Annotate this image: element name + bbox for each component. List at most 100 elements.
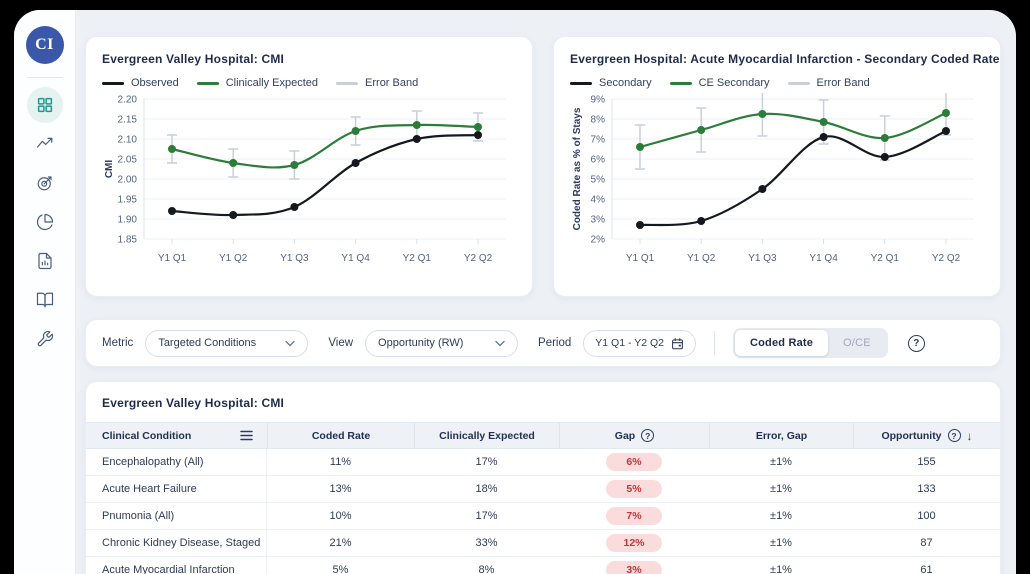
svg-text:5%: 5%	[591, 175, 606, 186]
svg-text:Y2 Q1: Y2 Q1	[403, 253, 432, 264]
coded-rate-cell: 11%	[329, 456, 352, 468]
svg-text:Y1 Q2: Y1 Q2	[219, 253, 248, 264]
conditions-table-card: Evergreen Valley Hospital: CMI Clinical …	[85, 381, 1001, 574]
ami-line-chart: 2% 3% 4% 5% 6% 7% 8% 9% Coded Rate as % of Stays…	[572, 93, 974, 264]
gap-cell: 6%	[559, 453, 709, 471]
cmi-chart-card: Evergreen Valley Hospital: CMI Observed C…	[85, 36, 533, 297]
coded-rate-cell: 13%	[329, 483, 352, 495]
svg-text:2.05: 2.05	[118, 155, 138, 166]
clinically-expected-cell: 8%	[478, 564, 495, 574]
question-circle-icon[interactable]: ?	[641, 429, 655, 442]
question-circle-icon[interactable]: ?	[907, 334, 925, 352]
error-gap-cell: ±1%	[770, 483, 792, 495]
opportunity-cell: 100	[917, 510, 936, 522]
grid-icon	[37, 97, 52, 113]
gap-badge: 5%	[606, 480, 662, 498]
legend-item: CE Secondary	[669, 77, 770, 89]
document-chart-icon	[37, 252, 52, 270]
table-row[interactable]: Chronic Kidney Disease, Staged 21% 33% 12% ±…	[86, 530, 1000, 557]
error-gap-cell: ±1%	[770, 564, 792, 574]
col-error-gap[interactable]: Error, Gap	[709, 423, 853, 448]
sidebar-item-dashboard[interactable]	[26, 87, 63, 123]
table-row[interactable]: Acute Heart Failure 13% 18% 5% ±1% 133	[86, 476, 1000, 503]
sidebar-item-distribution[interactable]	[27, 204, 63, 240]
pie-chart-icon	[36, 213, 53, 231]
period-label: Period	[538, 337, 572, 349]
legend-label: Error Band	[365, 77, 419, 89]
svg-text:Y2 Q2: Y2 Q2	[464, 253, 493, 264]
svg-text:6%: 6%	[591, 155, 606, 166]
view-dropdown[interactable]: Opportunity (RW)	[365, 329, 519, 357]
view-label: View	[328, 337, 354, 349]
opportunity-cell: 61	[920, 564, 933, 574]
condition-cell: Acute Heart Failure	[86, 476, 267, 502]
toggle-coded-rate[interactable]: Coded Rate	[734, 330, 829, 356]
chart-legend: Secondary CE Secondary Error Band	[570, 77, 984, 89]
table-body: Encephalopathy (All) 11% 17% 6% ±1% 155 Acute …	[86, 449, 1000, 574]
svg-text:4%: 4%	[591, 195, 606, 206]
error-gap-cell: ±1%	[770, 537, 792, 549]
table-row[interactable]: Encephalopathy (All) 11% 17% 6% ±1% 155	[86, 449, 1000, 476]
svg-text:7%: 7%	[591, 135, 606, 146]
sidebar-divider	[26, 77, 63, 78]
sidebar-item-trends[interactable]	[27, 126, 63, 162]
condition-cell: Encephalopathy (All)	[86, 449, 267, 475]
chevron-down-icon	[285, 340, 296, 346]
col-opportunity[interactable]: Opportunity ? ↓	[853, 423, 1000, 448]
legend-item: Secondary	[570, 77, 652, 89]
legend-swatch-icon	[570, 81, 592, 85]
col-coded-rate[interactable]: Coded Rate	[267, 423, 414, 448]
menu-icon[interactable]	[240, 430, 253, 441]
table-row[interactable]: Pnumonia (All) 10% 17% 7% ±1% 100	[86, 503, 1000, 530]
col-gap[interactable]: Gap ?	[559, 423, 709, 448]
table-title: Evergreen Valley Hospital: CMI	[102, 396, 285, 410]
sidebar-item-library[interactable]	[27, 282, 63, 318]
svg-text:Y1 Q2: Y1 Q2	[687, 253, 716, 264]
svg-text:2.10: 2.10	[118, 135, 138, 146]
clinically-expected-cell: 17%	[475, 456, 498, 468]
period-picker[interactable]: Y1 Q1 - Y2 Q2	[583, 329, 696, 357]
svg-text:1.85: 1.85	[118, 235, 138, 246]
sidebar-item-settings[interactable]	[27, 321, 63, 357]
svg-text:8%: 8%	[591, 115, 606, 126]
svg-text:2%: 2%	[591, 235, 606, 246]
sidebar-item-reports[interactable]	[27, 243, 63, 279]
col-clinically-expected[interactable]: Clinically Expected	[414, 423, 559, 448]
filter-bar: Metric Targeted Conditions View Opportun…	[85, 319, 1001, 367]
clinically-expected-cell: 17%	[475, 510, 498, 522]
legend-label: Observed	[131, 77, 179, 89]
gap-cell: 3%	[559, 561, 709, 574]
svg-text:Y1 Q1: Y1 Q1	[626, 253, 655, 264]
svg-text:Y1 Q3: Y1 Q3	[280, 253, 309, 264]
svg-text:1.95: 1.95	[118, 195, 138, 206]
sort-desc-icon[interactable]: ↓	[966, 428, 973, 443]
table-row[interactable]: Acute Myocardial Infarction 5% 8% 3% ±1% 61	[86, 557, 1000, 574]
legend-item: Clinically Expected	[196, 77, 318, 89]
metric-dropdown[interactable]: Targeted Conditions	[145, 329, 309, 357]
svg-text:1.90: 1.90	[118, 215, 138, 226]
legend-item: Error Band	[336, 77, 418, 89]
clinically-expected-cell: 18%	[475, 483, 498, 495]
question-circle-icon[interactable]: ?	[947, 429, 961, 442]
sidebar-item-targets[interactable]	[27, 165, 63, 201]
legend-swatch-icon	[787, 81, 810, 85]
coded-rate-cell: 21%	[329, 537, 352, 549]
gap-badge: 7%	[606, 507, 662, 525]
legend-swatch-icon	[102, 81, 124, 85]
legend-swatch-icon	[336, 81, 359, 85]
error-gap-cell: ±1%	[770, 510, 792, 522]
toggle-oce[interactable]: O/CE	[843, 337, 871, 349]
condition-cell: Acute Myocardial Infarction	[86, 557, 267, 574]
gap-cell: 5%	[559, 480, 709, 498]
gap-badge: 12%	[606, 534, 662, 552]
chevron-down-icon	[495, 340, 505, 346]
opportunity-cell: 155	[917, 456, 936, 468]
svg-text:2.00: 2.00	[118, 175, 138, 186]
svg-text:CMI: CMI	[104, 160, 115, 179]
col-clinical-condition[interactable]: Clinical Condition	[86, 423, 267, 448]
chart-title-ami: Evergreen Hospital: Acute Myocardial Inf…	[570, 52, 1000, 66]
opportunity-cell: 133	[917, 483, 936, 495]
svg-text:2.15: 2.15	[118, 115, 138, 126]
filter-divider	[713, 331, 715, 355]
